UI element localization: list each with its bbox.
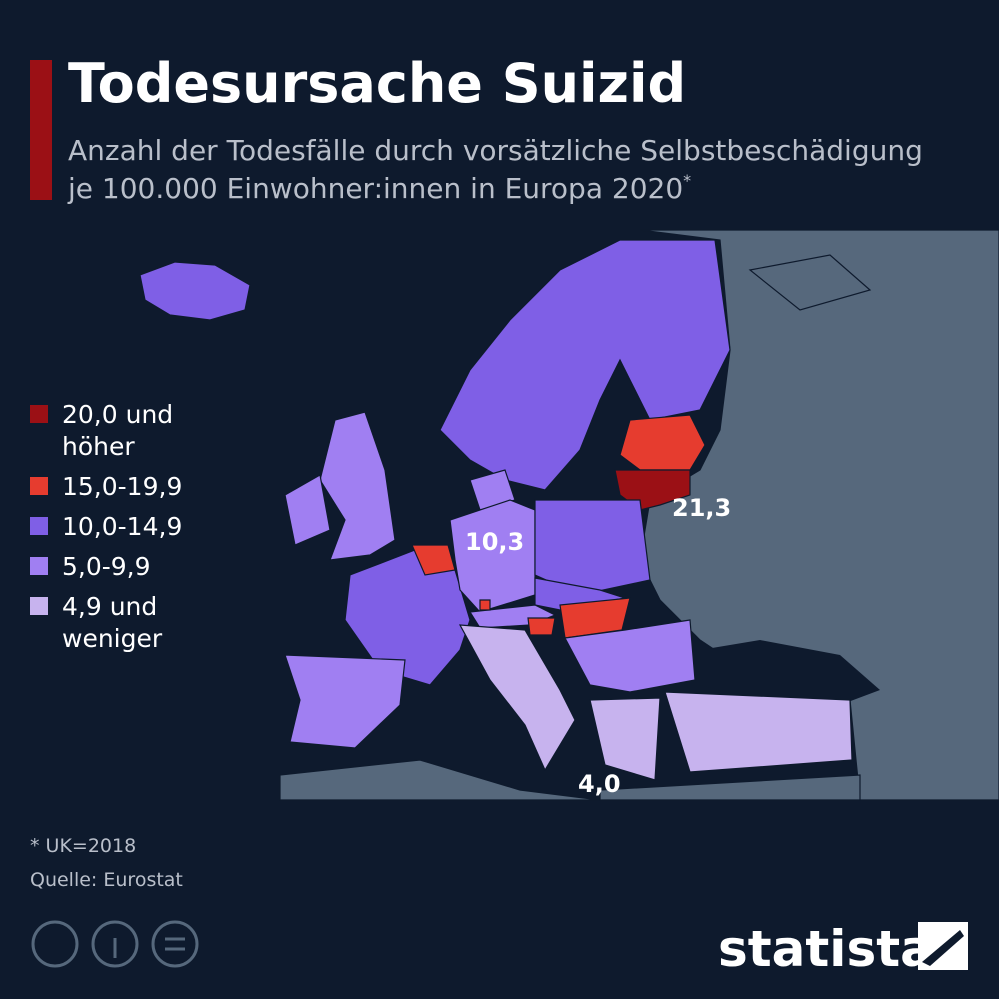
icon-nd (151, 920, 199, 968)
region-greece (589, 697, 661, 781)
value-label: 10,3 (465, 528, 524, 556)
accent-bar (30, 60, 52, 200)
legend-label: 4,9 und (62, 592, 157, 621)
region-slovenia (527, 617, 556, 636)
legend-label: weniger (62, 624, 163, 653)
logo-stroke (922, 930, 964, 966)
region-iceland (139, 261, 251, 321)
region-poland (534, 499, 651, 596)
region-germany (449, 499, 536, 613)
legend: 20,0 und höher 15,0-19,9 10,0-14,9 5,0-9,9 4,… (30, 400, 182, 653)
subtitle-text: je 100.000 Einwohner:innen in Europa 202… (67, 172, 683, 205)
subtitle: Anzahl der Todesfälle durch vorsätzliche… (68, 134, 923, 167)
region-belgium (411, 544, 456, 576)
region-italy (458, 624, 576, 772)
region-estonia-latvia (619, 414, 706, 471)
brand-logo (918, 922, 968, 970)
footnote-mark: * (683, 171, 691, 190)
value-label: 21,3 (672, 494, 731, 522)
legend-swatch (30, 517, 48, 535)
black-sea (700, 640, 880, 705)
land-middle-east (599, 774, 861, 801)
land-arctic (748, 254, 872, 311)
title: Todesursache Suizid (68, 52, 686, 115)
source: Quelle: Eurostat (30, 869, 183, 891)
value-label: 4,0 (578, 770, 621, 798)
footnote: * UK=2018 (30, 835, 136, 857)
legend-label: 5,0-9,9 (62, 552, 151, 581)
icon-by (91, 920, 139, 968)
land-africa (279, 759, 601, 801)
region-switzerland (479, 599, 491, 611)
legend-label: 15,0-19,9 (62, 472, 182, 501)
icon-cc (31, 920, 79, 968)
region-denmark (469, 469, 516, 511)
region-iberia (284, 654, 406, 749)
license-icons (31, 920, 199, 968)
legend-swatch (30, 405, 48, 423)
region-scandinavia (439, 239, 731, 491)
subtitle: je 100.000 Einwohner:innen in Europa 202… (67, 171, 691, 205)
legend-label: höher (62, 432, 135, 461)
legend-swatch (30, 597, 48, 615)
map: 10,3 21,3 4,0 (139, 229, 999, 801)
legend-swatch (30, 557, 48, 575)
brand[interactable]: statista (718, 920, 934, 978)
legend-swatch (30, 477, 48, 495)
region-balkans (564, 619, 696, 693)
legend-label: 10,0-14,9 (62, 512, 182, 541)
region-uk (319, 411, 396, 561)
region-ireland (284, 474, 331, 546)
legend-label: 20,0 und (62, 400, 173, 429)
region-turkey-cyprus (664, 691, 853, 773)
